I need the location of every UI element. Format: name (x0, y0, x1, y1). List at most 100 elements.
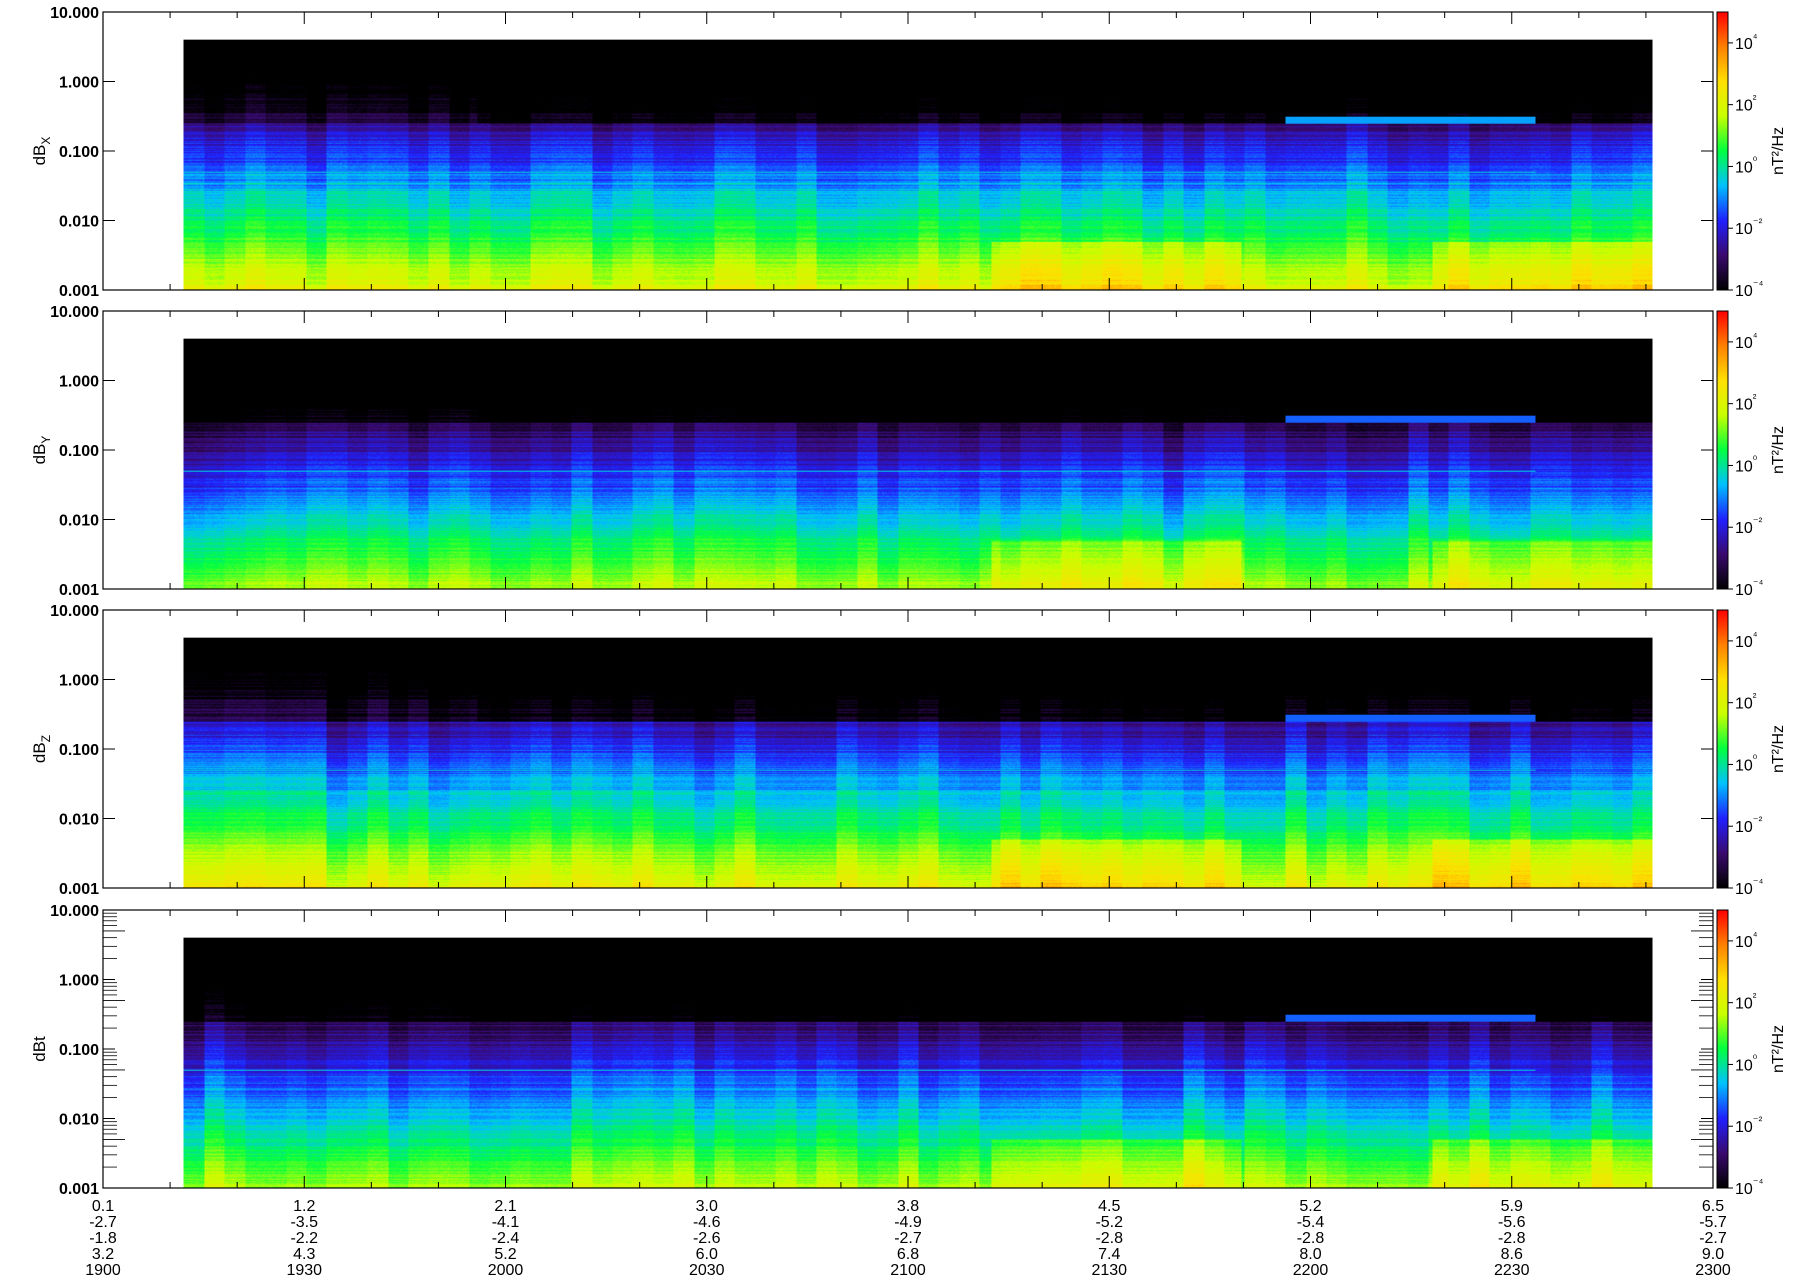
colorbar-tick-label: 10⁻² (1735, 815, 1763, 836)
y-axis-label: dBY (30, 436, 53, 465)
x-tick-label: 2200 (1293, 1262, 1329, 1278)
y-tick-label: 0.001 (59, 881, 99, 898)
colorbar-tick-label: 10⁰ (1735, 454, 1758, 475)
spectrogram-image (183, 39, 1653, 290)
x-tick-label: -4.1 (492, 1214, 520, 1231)
x-tick-label: 4.3 (293, 1246, 315, 1263)
x-tick-label: 2100 (890, 1262, 926, 1278)
x-tick-label: 5.9 (1501, 1198, 1523, 1215)
x-tick-label: 1930 (286, 1262, 322, 1278)
x-tick-label: 6.0 (696, 1246, 718, 1263)
colorbar-tick-label: 10⁻² (1735, 217, 1763, 238)
x-tick-label: 2300 (1695, 1262, 1731, 1278)
x-tick-label: -2.4 (492, 1230, 520, 1247)
x-tick-label: -2.8 (1297, 1230, 1325, 1247)
x-tick-label: 2.1 (494, 1198, 516, 1215)
y-axis-label: dBZ (30, 735, 53, 763)
colorbar-tick-label: 10⁰ (1735, 1053, 1758, 1074)
x-tick-label: 0.1 (92, 1198, 114, 1215)
x-tick-label: -2.7 (1699, 1230, 1727, 1247)
colorbar-tick-label: 10⁻² (1735, 1115, 1763, 1136)
spectrogram-image (183, 338, 1653, 589)
colorbar-tick-label: 10⁴ (1735, 930, 1758, 951)
colorbar-tick-label: 10⁰ (1735, 753, 1758, 774)
x-tick-label: 1900 (85, 1262, 121, 1278)
y-tick-label: 1.000 (59, 75, 99, 92)
x-tick-label: 6.5 (1702, 1198, 1724, 1215)
colorbar-tick-label: 10⁴ (1735, 630, 1758, 651)
y-tick-label: 0.001 (59, 1181, 99, 1198)
y-tick-label: 0.001 (59, 283, 99, 300)
x-tick-label: -3.5 (290, 1214, 318, 1231)
x-tick-label: 2130 (1091, 1262, 1127, 1278)
colorbar (1716, 909, 1729, 1189)
x-tick-label: 1.2 (293, 1198, 315, 1215)
x-tick-label: -2.8 (1095, 1230, 1123, 1247)
x-tick-label: 6.8 (897, 1246, 919, 1263)
spectrogram-image (183, 937, 1653, 1188)
x-tick-label: -2.6 (693, 1230, 721, 1247)
x-tick-label: -2.2 (290, 1230, 318, 1247)
x-tick-label: 2030 (689, 1262, 725, 1278)
y-tick-label: 10.000 (50, 304, 99, 321)
colorbar-tick-label: 10⁻⁴ (1735, 279, 1764, 300)
x-tick-label: 2000 (488, 1262, 524, 1278)
x-tick-label: -5.6 (1498, 1214, 1526, 1231)
y-axis-label: dBX (30, 137, 53, 166)
y-tick-label: 10.000 (50, 5, 99, 22)
colorbar (1716, 11, 1729, 291)
y-tick-label: 0.010 (59, 214, 99, 231)
colorbar-tick-label: 10⁰ (1735, 155, 1758, 176)
x-tick-label: 2230 (1494, 1262, 1530, 1278)
x-tick-label: 3.8 (897, 1198, 919, 1215)
colorbar-tick-label: 10⁴ (1735, 331, 1758, 352)
y-tick-label: 0.100 (59, 144, 99, 161)
x-tick-label: -1.8 (89, 1230, 117, 1247)
colorbar-label: nT²/Hz (1770, 1025, 1787, 1073)
y-tick-label: 1.000 (59, 374, 99, 391)
colorbar-tick-label: 10⁴ (1735, 32, 1758, 53)
x-tick-label: 7.4 (1098, 1246, 1120, 1263)
colorbar-tick-label: 10⁻⁴ (1735, 1177, 1764, 1198)
x-tick-label: -2.7 (89, 1214, 117, 1231)
x-tick-label: 8.6 (1501, 1246, 1523, 1263)
colorbar-tick-label: 10² (1735, 94, 1757, 115)
x-tick-label: -5.2 (1095, 1214, 1123, 1231)
y-tick-label: 0.010 (59, 1112, 99, 1129)
x-tick-label: 8.0 (1299, 1246, 1321, 1263)
x-tick-label: -2.8 (1498, 1230, 1526, 1247)
x-tick-label: 3.0 (696, 1198, 718, 1215)
colorbar (1716, 310, 1729, 590)
x-tick-label: 5.2 (494, 1246, 516, 1263)
x-tick-label: -5.7 (1699, 1214, 1727, 1231)
y-tick-label: 1.000 (59, 673, 99, 690)
x-tick-label: -4.9 (894, 1214, 922, 1231)
x-tick-label: -5.4 (1297, 1214, 1325, 1231)
colorbar-label: nT²/Hz (1770, 127, 1787, 175)
y-tick-label: 0.001 (59, 582, 99, 599)
colorbar-tick-label: 10⁻⁴ (1735, 877, 1764, 898)
x-tick-label: 9.0 (1702, 1246, 1724, 1263)
y-tick-label: 0.010 (59, 513, 99, 530)
y-tick-label: 0.100 (59, 742, 99, 759)
spectrogram-image (183, 637, 1653, 888)
colorbar-tick-label: 10² (1735, 692, 1757, 713)
y-tick-label: 10.000 (50, 903, 99, 920)
y-tick-label: 10.000 (50, 603, 99, 620)
x-tick-label: 3.2 (92, 1246, 114, 1263)
colorbar-tick-label: 10⁻⁴ (1735, 578, 1764, 599)
y-axis-label: dBt (30, 1036, 49, 1062)
x-tick-label: 4.5 (1098, 1198, 1120, 1215)
x-tick-label: -2.7 (894, 1230, 922, 1247)
colorbar-label: nT²/Hz (1770, 725, 1787, 773)
y-tick-label: 0.100 (59, 1042, 99, 1059)
y-tick-label: 0.100 (59, 443, 99, 460)
colorbar-tick-label: 10⁻² (1735, 516, 1763, 537)
x-tick-label: 5.2 (1299, 1198, 1321, 1215)
y-tick-label: 0.010 (59, 812, 99, 829)
x-tick-label: -4.6 (693, 1214, 721, 1231)
colorbar-tick-label: 10² (1735, 992, 1757, 1013)
colorbar-label: nT²/Hz (1770, 426, 1787, 474)
colorbar (1716, 609, 1729, 889)
